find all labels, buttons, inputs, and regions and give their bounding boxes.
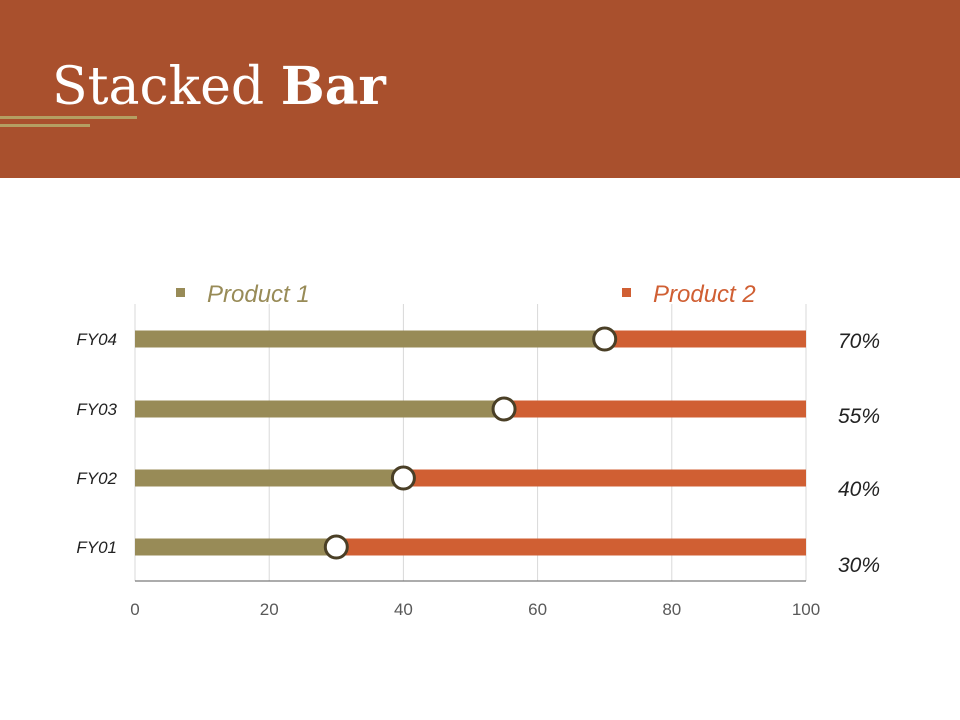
- bar-marker-circle: [390, 465, 416, 491]
- title-banner: [0, 0, 960, 178]
- bar-product-2: [604, 330, 806, 348]
- legend-marker-product-2: [622, 288, 631, 298]
- decorative-line-short: [0, 124, 90, 127]
- bar-product-2: [504, 400, 806, 418]
- data-label: 55%: [838, 405, 880, 428]
- title-light-text: Stacked: [52, 57, 281, 117]
- category-label: FY01: [76, 538, 117, 557]
- bar-product-1: [135, 400, 505, 418]
- x-tick-label: 40: [394, 600, 413, 619]
- data-label: 30%: [838, 554, 880, 577]
- bar-marker-circle: [323, 534, 349, 560]
- x-tick-label: 0: [130, 600, 139, 619]
- bar-product-1: [135, 469, 404, 487]
- data-label: 40%: [838, 478, 880, 501]
- page-title: Stacked Bar: [52, 58, 386, 116]
- category-label: FY03: [76, 400, 117, 419]
- legend-item-product-2: Product 2: [622, 281, 756, 309]
- bar-product-1: [135, 538, 337, 556]
- title-bold-text: Bar: [280, 56, 386, 117]
- x-tick-label: 100: [792, 600, 820, 619]
- category-label: FY02: [76, 469, 117, 488]
- data-label: 70%: [838, 330, 880, 353]
- bar-product-1: [135, 330, 605, 348]
- category-label: FY04: [76, 330, 117, 349]
- legend-label-product-2: Product 2: [653, 281, 756, 308]
- bar-marker-circle: [491, 396, 517, 422]
- x-tick-label: 80: [662, 600, 681, 619]
- bar-marker-circle: [592, 326, 618, 352]
- legend-label-product-1: Product 1: [207, 281, 310, 308]
- legend-marker-product-1: [176, 288, 185, 298]
- x-tick-label: 60: [528, 600, 547, 619]
- decorative-line: [0, 116, 137, 119]
- bar-product-2: [403, 469, 806, 487]
- bar-product-2: [336, 538, 806, 556]
- legend-item-product-1: Product 1: [176, 281, 310, 309]
- x-tick-label: 20: [260, 600, 279, 619]
